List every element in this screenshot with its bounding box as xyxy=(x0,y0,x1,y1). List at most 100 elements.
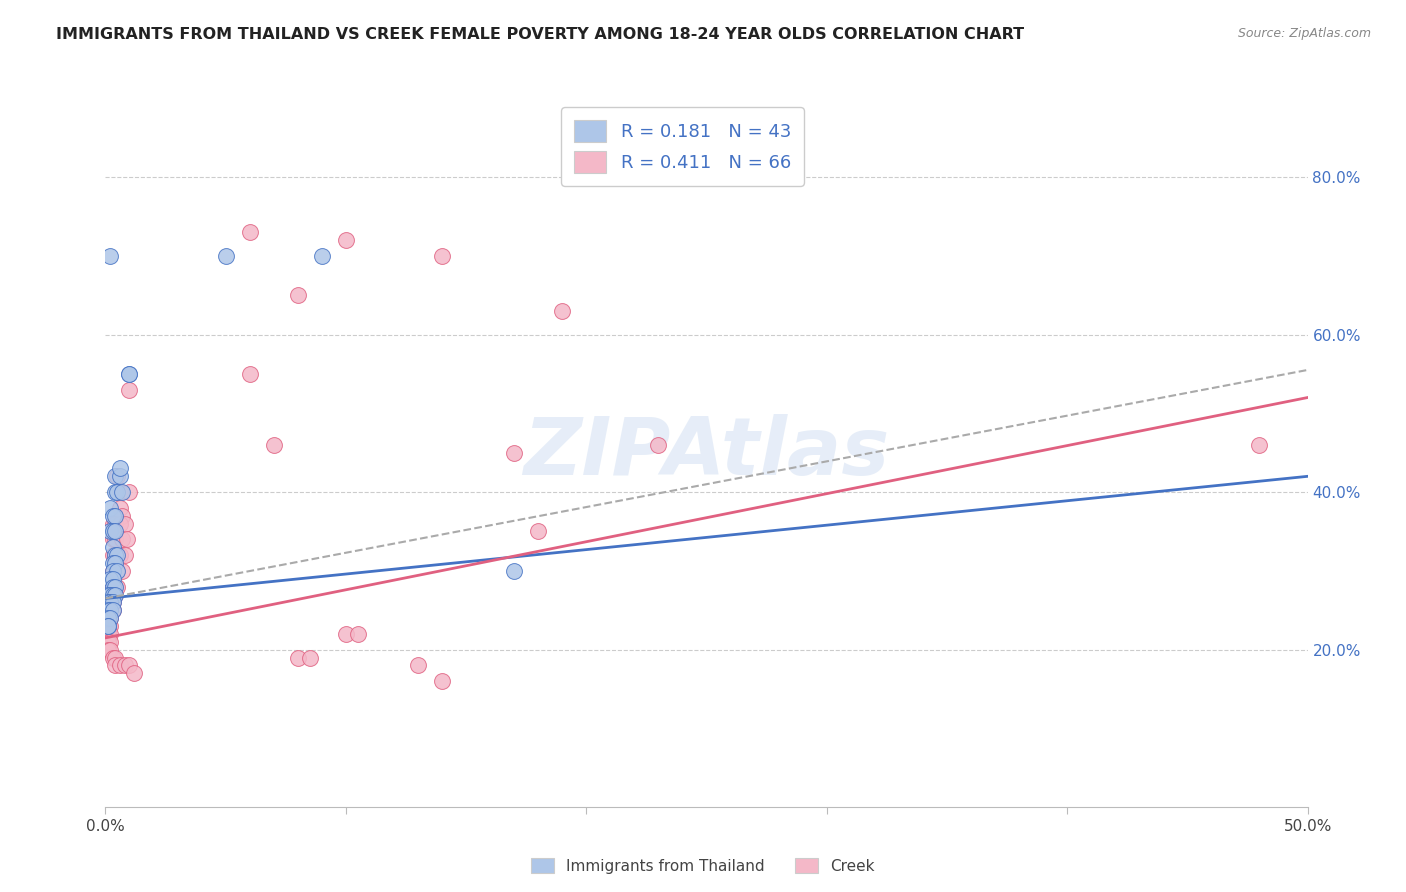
Point xyxy=(108,658,131,673)
Point xyxy=(111,533,134,547)
Point xyxy=(647,438,669,452)
Text: Source: ZipAtlas.com: Source: ZipAtlas.com xyxy=(1237,27,1371,40)
Point xyxy=(98,595,121,609)
Point xyxy=(503,564,526,578)
Point xyxy=(287,650,309,665)
Point xyxy=(108,548,131,562)
Point xyxy=(239,225,262,239)
Point xyxy=(115,533,138,547)
Point xyxy=(98,603,121,617)
Point xyxy=(101,580,124,594)
Point xyxy=(430,249,453,263)
Point xyxy=(97,619,120,633)
Text: IMMIGRANTS FROM THAILAND VS CREEK FEMALE POVERTY AMONG 18-24 YEAR OLDS CORRELATI: IMMIGRANTS FROM THAILAND VS CREEK FEMALE… xyxy=(56,27,1025,42)
Point xyxy=(104,588,127,602)
Point xyxy=(97,611,120,625)
Point xyxy=(118,367,141,381)
Point xyxy=(104,580,127,594)
Point xyxy=(101,508,124,523)
Text: ZIPAtlas: ZIPAtlas xyxy=(523,414,890,491)
Point xyxy=(527,524,550,539)
Point xyxy=(111,508,134,523)
Point xyxy=(101,595,124,609)
Point xyxy=(335,233,357,247)
Point xyxy=(98,595,121,609)
Point xyxy=(97,642,120,657)
Point xyxy=(108,469,131,483)
Point xyxy=(97,611,120,625)
Point xyxy=(551,304,574,318)
Point xyxy=(114,548,136,562)
Point xyxy=(108,485,131,500)
Point xyxy=(101,524,124,539)
Point xyxy=(104,533,127,547)
Point xyxy=(107,564,129,578)
Point xyxy=(98,603,121,617)
Point xyxy=(101,533,124,547)
Point xyxy=(101,572,124,586)
Point xyxy=(107,469,129,483)
Point xyxy=(98,500,121,515)
Point xyxy=(107,564,129,578)
Point xyxy=(214,249,236,263)
Point xyxy=(108,461,131,475)
Point xyxy=(107,548,129,562)
Point xyxy=(104,524,127,539)
Point xyxy=(503,446,526,460)
Point xyxy=(104,588,127,602)
Point xyxy=(406,658,429,673)
Point xyxy=(101,588,124,602)
Point xyxy=(98,611,121,625)
Point xyxy=(97,619,120,633)
Point xyxy=(107,485,129,500)
Point xyxy=(104,650,127,665)
Point xyxy=(104,580,127,594)
Point xyxy=(101,603,124,617)
Point xyxy=(114,658,136,673)
Point xyxy=(104,548,127,562)
Point xyxy=(239,367,262,381)
Point xyxy=(98,619,121,633)
Point xyxy=(97,627,120,641)
Point xyxy=(104,556,127,570)
Legend: R = 0.181   N = 43, R = 0.411   N = 66: R = 0.181 N = 43, R = 0.411 N = 66 xyxy=(561,107,804,186)
Point xyxy=(98,642,121,657)
Point xyxy=(98,635,121,649)
Point xyxy=(108,500,131,515)
Point xyxy=(101,564,124,578)
Point xyxy=(98,627,121,641)
Point xyxy=(298,650,321,665)
Point xyxy=(98,588,121,602)
Point xyxy=(114,516,136,531)
Point xyxy=(97,635,120,649)
Point xyxy=(118,383,141,397)
Point xyxy=(287,288,309,302)
Point xyxy=(101,541,124,555)
Point xyxy=(111,564,134,578)
Point xyxy=(1249,438,1271,452)
Point xyxy=(124,666,146,681)
Point xyxy=(104,469,127,483)
Point xyxy=(98,249,121,263)
Point xyxy=(104,508,127,523)
Point xyxy=(118,658,141,673)
Point xyxy=(118,485,141,500)
Point xyxy=(97,619,120,633)
Point xyxy=(98,524,121,539)
Point xyxy=(118,367,141,381)
Point xyxy=(111,485,134,500)
Point xyxy=(98,588,121,602)
Point xyxy=(263,438,285,452)
Point xyxy=(98,572,121,586)
Point xyxy=(311,249,333,263)
Point xyxy=(97,588,120,602)
Point xyxy=(347,627,370,641)
Point xyxy=(101,595,124,609)
Point xyxy=(335,627,357,641)
Point xyxy=(97,603,120,617)
Point xyxy=(108,516,131,531)
Point xyxy=(101,588,124,602)
Legend: Immigrants from Thailand, Creek: Immigrants from Thailand, Creek xyxy=(524,852,882,880)
Point xyxy=(97,595,120,609)
Point xyxy=(104,516,127,531)
